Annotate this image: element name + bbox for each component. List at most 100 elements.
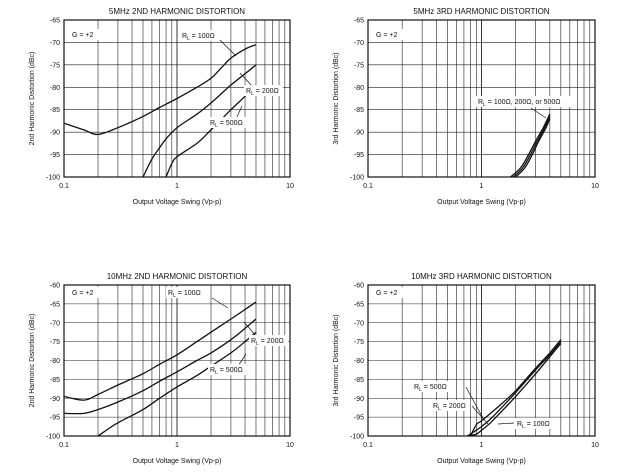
chart-title: 10MHz 2ND HARMONIC DISTORTION (107, 272, 248, 281)
plot-frame (367, 284, 596, 437)
chart-title: 10MHz 3RD HARMONIC DISTORTION (411, 272, 552, 281)
y-axis-label: 2nd Harmonic Distortion (dBc) (29, 314, 36, 408)
annotation-leader (219, 39, 237, 57)
x-axis-label: Output Voltage Swing (Vp-p) (133, 458, 222, 465)
annotation-leader (243, 321, 257, 337)
series-group (64, 301, 257, 436)
annotation-label: RL = 100Ω (168, 290, 201, 299)
gain-label-bg (70, 287, 104, 298)
series-line (142, 64, 257, 177)
y-tick-label: -65 (354, 18, 364, 25)
series-line (469, 339, 562, 436)
y-tick-label: -90 (50, 130, 60, 137)
x-tick-label: 1 (480, 183, 484, 190)
y-tick-label: -100 (350, 434, 364, 441)
series-line (466, 341, 562, 436)
annotation-leader (239, 72, 253, 87)
x-tick-label: 0.1 (59, 183, 69, 190)
y-tick-label: -70 (354, 40, 364, 47)
annotation-label: RL = 200Ω (251, 338, 284, 347)
gain-label: G = +2 (72, 32, 94, 39)
y-tick-label: -60 (354, 283, 364, 290)
y-tick-label: -80 (354, 85, 364, 92)
y-tick-label: -90 (354, 396, 364, 403)
annotation-bg (208, 117, 248, 128)
y-tick-label: -85 (50, 377, 60, 384)
x-tick-label: 1 (175, 442, 179, 449)
y-tick-label: -95 (354, 152, 364, 159)
series-line (64, 318, 257, 415)
y-tick-label: -75 (354, 339, 364, 346)
plot-frame (63, 19, 291, 178)
annotation-leader (211, 297, 229, 309)
annotation-label: RL = 500Ω (210, 367, 243, 376)
series-line (64, 44, 257, 136)
gain-label-bg (374, 287, 408, 298)
plot-frame (63, 284, 291, 437)
series-line (515, 118, 551, 177)
y-tick-label: -75 (50, 339, 60, 346)
annotation-bg (515, 418, 555, 429)
chart-panel-1: 5MHz 2ND HARMONIC DISTORTION -65 -70 -75 -80… (29, 7, 294, 206)
annotation-label: RL = 100Ω, 200Ω, or 500Ω (478, 99, 561, 108)
y-tick-label: -80 (354, 358, 364, 365)
y-tick-label: -100 (46, 175, 60, 182)
annotation-label: RL = 200Ω (246, 88, 279, 97)
x-tick-label: 10 (591, 183, 599, 190)
y-tick-label: -65 (354, 301, 364, 308)
annotation-leader (497, 422, 515, 425)
y-tick-label: -95 (50, 415, 60, 422)
annotation-bg (208, 364, 248, 375)
series-line (97, 331, 257, 436)
gain-label: G = +2 (376, 32, 398, 39)
chart-panel-3: 10MHz 2ND HARMONIC DISTORTION -60 -65 -70 -7… (29, 272, 294, 465)
series-group (64, 44, 257, 177)
x-tick-label: 10 (286, 183, 294, 190)
series-line (467, 343, 562, 436)
gain-label: G = +2 (376, 290, 398, 297)
gain-label-bg (374, 29, 408, 40)
annotation-leader (235, 105, 243, 120)
annotation-bg (249, 335, 289, 346)
x-axis-label: Output Voltage Swing (Vp-p) (437, 458, 526, 465)
annotation-leader (465, 386, 485, 421)
chart-panel-2: 5MHz 3RD HARMONIC DISTORTION -65 -70 -75 -80… (333, 7, 599, 206)
y-tick-label: -75 (50, 62, 60, 69)
series-group (466, 339, 562, 436)
y-tick-label: -80 (50, 358, 60, 365)
x-tick-label: 10 (591, 442, 599, 449)
x-axis-label: Output Voltage Swing (Vp-p) (133, 199, 222, 206)
x-tick-label: 0.1 (363, 442, 373, 449)
plot-frame (367, 19, 596, 178)
y-tick-label: -60 (50, 283, 60, 290)
y-tick-label: -95 (354, 415, 364, 422)
y-tick-label: -95 (50, 152, 60, 159)
annotation-leader (530, 107, 547, 119)
y-tick-label: -70 (354, 320, 364, 327)
y-tick-label: -70 (50, 40, 60, 47)
y-tick-label: -75 (354, 62, 364, 69)
y-tick-label: -80 (50, 85, 60, 92)
y-tick-label: -65 (50, 18, 60, 25)
y-axis-label: 3rd Harmonic Distortion (dBc) (333, 52, 340, 144)
annotation-bg (180, 30, 220, 41)
annotation-label: RL = 500Ω (414, 384, 447, 393)
y-axis-label: 2nd Harmonic Distortion (dBc) (29, 52, 36, 146)
y-tick-label: -90 (354, 130, 364, 137)
annotation-label: RL = 100Ω (517, 421, 550, 430)
x-tick-label: 10 (286, 442, 294, 449)
series-line (512, 116, 551, 177)
annotation-bg (431, 400, 471, 411)
annotation-bg (412, 381, 452, 392)
y-tick-label: -85 (354, 377, 364, 384)
y-axis-label: 3rd Harmonic Distortion (dBc) (333, 314, 340, 406)
y-tick-label: -85 (50, 107, 60, 114)
annotation-label: RL = 200Ω (433, 403, 466, 412)
chart-title: 5MHz 3RD HARMONIC DISTORTION (413, 7, 549, 16)
annotation-bg (476, 96, 574, 107)
y-tick-label: -70 (50, 320, 60, 327)
chart-title: 5MHz 2ND HARMONIC DISTORTION (109, 7, 245, 16)
annotation-bg (166, 287, 206, 298)
x-tick-label: 1 (175, 183, 179, 190)
